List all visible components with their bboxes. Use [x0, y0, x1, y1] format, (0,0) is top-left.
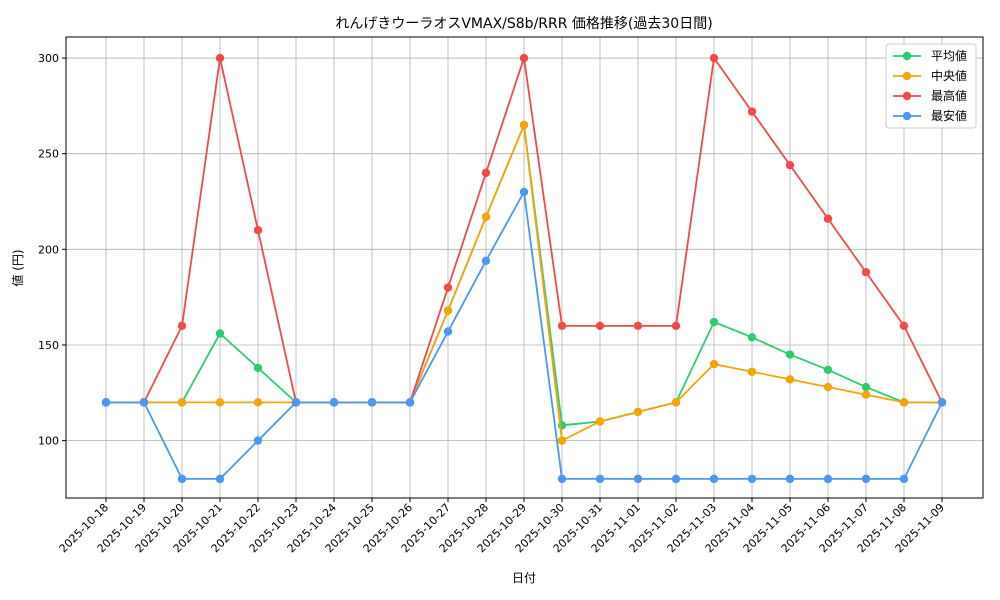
y-tick-label: 300 [38, 52, 59, 65]
legend-item: 中央値 [893, 68, 967, 83]
y-tick-label: 100 [38, 435, 59, 448]
data-point [215, 474, 225, 484]
data-point [253, 398, 263, 407]
data-point [329, 398, 339, 407]
data-point [937, 398, 947, 407]
data-point [215, 329, 225, 338]
legend-swatch-marker [902, 71, 912, 81]
data-point [861, 474, 871, 484]
data-point [671, 398, 681, 407]
data-point [101, 398, 111, 407]
data-point [785, 160, 795, 170]
legend-box [885, 43, 977, 129]
data-point [215, 398, 225, 407]
data-point [747, 367, 757, 376]
data-point [595, 474, 605, 484]
data-point [747, 107, 757, 116]
data-point [899, 321, 909, 331]
data-point [823, 365, 833, 375]
legend-label: 最安値 [931, 108, 967, 123]
data-point [633, 474, 643, 484]
legend-label: 平均値 [931, 48, 967, 63]
data-point [557, 436, 567, 445]
data-point [899, 398, 909, 407]
data-point [443, 283, 453, 292]
y-axis-title: 値 (円) [10, 249, 25, 286]
data-point [481, 256, 491, 266]
data-point [709, 317, 719, 327]
data-point [671, 321, 681, 331]
data-point [785, 375, 795, 384]
data-point [633, 407, 643, 417]
y-tick-label: 250 [38, 148, 59, 161]
data-point [633, 321, 643, 331]
chart-title: れんげきウーラオスVMAX/S8b/RRR 価格推移(過去30日間) [335, 16, 712, 32]
y-tick-label: 150 [38, 339, 59, 352]
data-point [519, 53, 529, 63]
data-point [709, 359, 719, 369]
data-point [785, 350, 795, 359]
data-point [481, 212, 491, 222]
series-4 [101, 187, 947, 484]
data-point [823, 382, 833, 392]
legend-item: 最高値 [893, 88, 967, 103]
data-point [253, 436, 263, 445]
legend-label: 最高値 [931, 88, 967, 103]
data-point [671, 474, 681, 484]
data-point [595, 321, 605, 331]
data-point [861, 268, 871, 277]
legend-label: 中央値 [931, 68, 967, 83]
data-point [253, 225, 263, 235]
y-tick-label: 200 [38, 243, 59, 256]
legend-item: 平均値 [893, 48, 967, 63]
data-point [405, 398, 415, 407]
data-point [709, 53, 719, 63]
data-point [253, 363, 263, 373]
legend-item: 最安値 [893, 108, 967, 123]
data-point [823, 474, 833, 484]
y-axis-ticks: 100 150 200 250 300 [38, 52, 66, 448]
data-point [177, 321, 187, 331]
legend-swatch-marker [902, 91, 912, 101]
data-point [747, 333, 757, 342]
data-point [215, 53, 225, 63]
data-point [443, 306, 453, 315]
data-point [139, 398, 149, 407]
data-point [747, 474, 757, 484]
data-point [899, 474, 909, 484]
legend-swatch-marker [902, 51, 912, 61]
legend-swatch-marker [902, 111, 912, 121]
data-point [557, 321, 567, 331]
data-point [595, 417, 605, 426]
data-point [519, 187, 529, 197]
series-layer [101, 53, 947, 484]
data-point [481, 168, 491, 178]
data-point [823, 214, 833, 223]
data-point [861, 390, 871, 399]
data-point [709, 474, 719, 484]
data-point [557, 474, 567, 484]
x-axis-title: 日付 [512, 571, 536, 585]
data-point [367, 398, 377, 407]
data-point [177, 474, 187, 484]
data-point [443, 327, 453, 336]
data-point [519, 120, 529, 130]
data-point [861, 382, 871, 392]
data-point [177, 398, 187, 407]
data-point [291, 398, 301, 407]
data-point [785, 474, 795, 484]
